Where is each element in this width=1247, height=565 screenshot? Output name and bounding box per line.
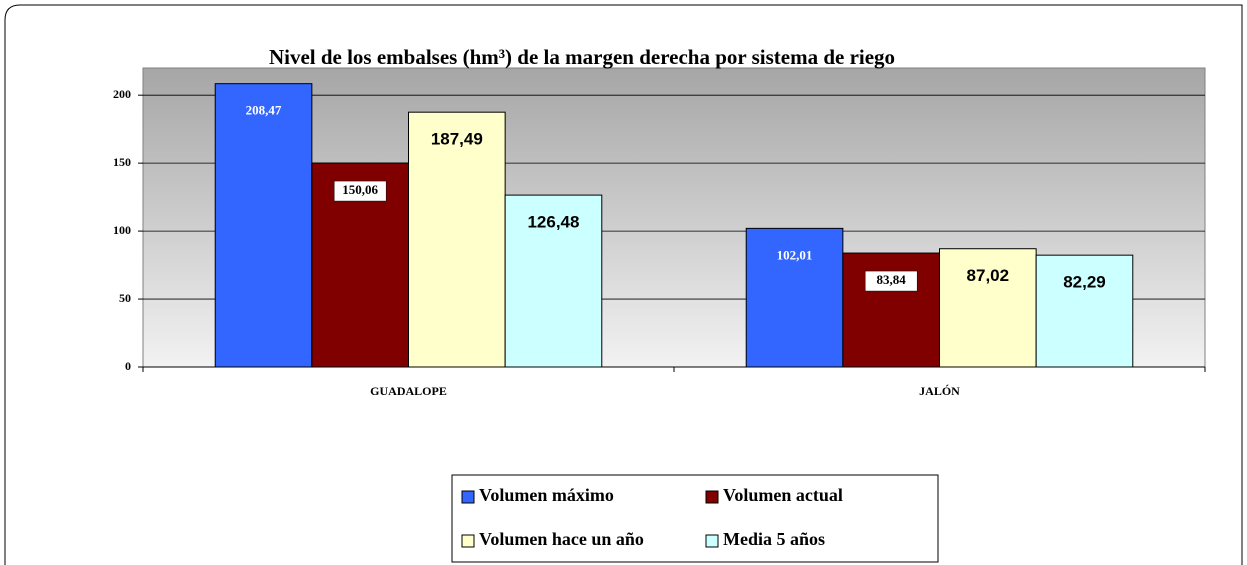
data-label: 102,01 <box>777 247 813 262</box>
legend-swatch <box>705 534 719 548</box>
legend-swatch <box>461 490 475 504</box>
bar <box>842 252 940 368</box>
y-tick-label: 0 <box>125 359 131 373</box>
legend-swatch <box>461 534 475 548</box>
legend-label: Media 5 años <box>723 529 825 549</box>
legend-box <box>451 474 939 563</box>
bar <box>1035 254 1134 368</box>
legend-label: Volumen actual <box>723 485 843 505</box>
x-tick-label: JALÓN <box>919 384 960 398</box>
legend-label: Volumen hace un año <box>479 529 644 549</box>
y-tick-label: 50 <box>119 291 131 305</box>
y-tick-label: 100 <box>113 223 131 237</box>
data-label: 208,47 <box>246 103 282 118</box>
bar <box>939 248 1037 368</box>
label-bg <box>333 180 387 202</box>
label-bg <box>864 270 918 292</box>
data-label: 87,02 <box>967 266 1010 285</box>
y-tick-label: 150 <box>113 155 131 169</box>
chart-title: Nivel de los embalses (hm³) de la margen… <box>269 45 895 69</box>
data-label: 150,06 <box>342 182 378 197</box>
legend <box>451 474 939 563</box>
bar <box>745 227 844 368</box>
bar <box>214 83 313 368</box>
data-label: 83,84 <box>877 272 907 287</box>
data-label: 82,29 <box>1063 273 1106 292</box>
x-tick-label: GUADALOPE <box>370 384 447 398</box>
data-label: 187,49 <box>431 130 483 149</box>
bar <box>408 111 506 368</box>
legend-label: Volumen máximo <box>479 485 614 505</box>
y-tick-label: 200 <box>113 87 131 101</box>
bar <box>504 194 603 368</box>
legend-swatch <box>705 490 719 504</box>
data-label: 126,48 <box>527 213 579 232</box>
